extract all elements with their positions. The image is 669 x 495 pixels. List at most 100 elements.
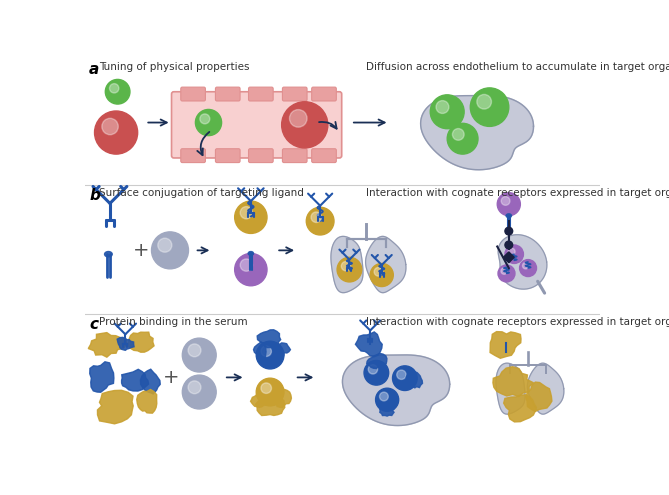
Text: Interaction with cognate receptors expressed in target organ: Interaction with cognate receptors expre…: [367, 317, 669, 327]
Circle shape: [256, 378, 284, 406]
Circle shape: [375, 388, 399, 411]
FancyBboxPatch shape: [215, 148, 240, 162]
Circle shape: [94, 111, 138, 154]
Polygon shape: [136, 390, 157, 413]
Polygon shape: [379, 403, 394, 416]
Circle shape: [261, 346, 272, 356]
Circle shape: [240, 206, 252, 219]
Circle shape: [311, 212, 322, 222]
Circle shape: [379, 392, 388, 401]
Circle shape: [261, 383, 272, 394]
Circle shape: [240, 259, 252, 271]
Circle shape: [436, 100, 449, 113]
Polygon shape: [504, 395, 537, 422]
Circle shape: [256, 341, 284, 369]
Polygon shape: [272, 389, 292, 407]
Circle shape: [183, 338, 216, 372]
Polygon shape: [526, 382, 552, 411]
FancyBboxPatch shape: [181, 148, 205, 162]
Polygon shape: [498, 235, 547, 289]
Ellipse shape: [248, 251, 254, 255]
Circle shape: [364, 360, 389, 385]
Circle shape: [430, 95, 464, 129]
Text: +: +: [132, 241, 149, 260]
FancyBboxPatch shape: [249, 87, 273, 101]
Circle shape: [498, 265, 515, 282]
Polygon shape: [257, 330, 281, 348]
Polygon shape: [493, 367, 533, 396]
Circle shape: [290, 109, 307, 127]
Polygon shape: [490, 332, 521, 358]
Circle shape: [452, 129, 464, 140]
Circle shape: [522, 262, 529, 269]
Polygon shape: [331, 237, 363, 293]
Text: c: c: [89, 317, 98, 332]
Circle shape: [337, 257, 362, 282]
Circle shape: [151, 232, 189, 269]
Circle shape: [370, 263, 393, 287]
Polygon shape: [140, 369, 161, 394]
Circle shape: [158, 238, 172, 252]
Polygon shape: [256, 397, 285, 415]
Polygon shape: [365, 237, 406, 293]
Circle shape: [470, 88, 509, 126]
Circle shape: [368, 365, 377, 374]
Text: Surface conjugation of targeting ligand: Surface conjugation of targeting ligand: [99, 188, 304, 198]
FancyBboxPatch shape: [282, 87, 307, 101]
FancyBboxPatch shape: [249, 148, 273, 162]
Circle shape: [508, 248, 515, 255]
Polygon shape: [355, 332, 382, 357]
FancyBboxPatch shape: [282, 148, 307, 162]
Polygon shape: [406, 372, 423, 388]
Circle shape: [393, 366, 417, 391]
FancyBboxPatch shape: [171, 92, 342, 158]
Circle shape: [235, 201, 267, 234]
Circle shape: [306, 207, 334, 235]
Circle shape: [501, 197, 510, 205]
Polygon shape: [503, 252, 514, 263]
Circle shape: [105, 79, 130, 104]
Polygon shape: [421, 96, 533, 170]
Polygon shape: [117, 337, 134, 350]
Circle shape: [501, 268, 507, 274]
Text: b: b: [89, 188, 100, 203]
Polygon shape: [88, 333, 126, 357]
Circle shape: [195, 109, 221, 136]
Circle shape: [497, 193, 520, 216]
Polygon shape: [367, 353, 387, 369]
Circle shape: [183, 375, 216, 409]
FancyBboxPatch shape: [215, 87, 240, 101]
Polygon shape: [90, 362, 114, 392]
Circle shape: [447, 123, 478, 154]
Text: a: a: [89, 62, 100, 78]
Polygon shape: [98, 390, 133, 424]
FancyBboxPatch shape: [181, 87, 205, 101]
Polygon shape: [254, 342, 266, 360]
Text: Diffusion across endothelium to accumulate in target organ: Diffusion across endothelium to accumula…: [367, 62, 669, 72]
Circle shape: [188, 381, 201, 394]
Circle shape: [341, 261, 351, 271]
Text: +: +: [163, 368, 180, 387]
Circle shape: [477, 95, 492, 109]
Polygon shape: [122, 369, 149, 391]
Polygon shape: [496, 363, 525, 414]
Ellipse shape: [506, 214, 512, 218]
Circle shape: [110, 84, 119, 93]
Text: Interaction with cognate receptors expressed in target organ: Interaction with cognate receptors expre…: [367, 188, 669, 198]
Circle shape: [282, 102, 328, 148]
Polygon shape: [128, 332, 154, 352]
Text: Tuning of physical properties: Tuning of physical properties: [99, 62, 250, 72]
Polygon shape: [527, 363, 564, 414]
Circle shape: [505, 227, 512, 235]
Circle shape: [505, 241, 512, 249]
FancyBboxPatch shape: [312, 148, 337, 162]
Circle shape: [235, 253, 267, 286]
Circle shape: [374, 267, 383, 276]
Polygon shape: [343, 355, 450, 426]
Ellipse shape: [104, 251, 112, 257]
Circle shape: [397, 370, 406, 379]
Polygon shape: [272, 343, 290, 360]
FancyBboxPatch shape: [312, 87, 337, 101]
Polygon shape: [251, 395, 268, 407]
Circle shape: [102, 118, 118, 135]
